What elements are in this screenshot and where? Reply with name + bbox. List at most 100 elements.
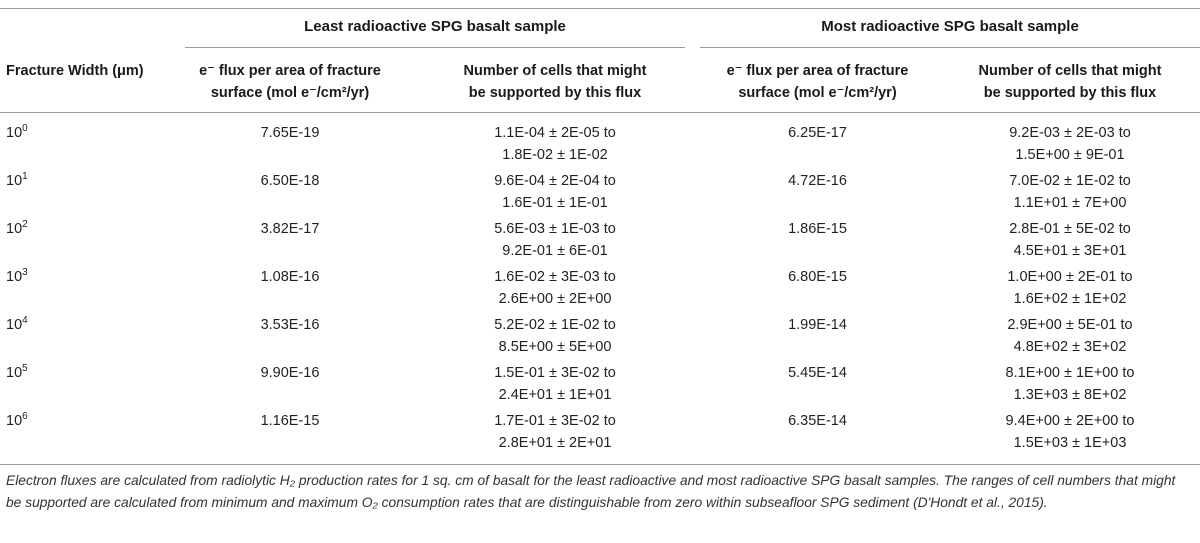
fracture-width-cell: 100 [6,122,166,144]
cells-range-line: 1.6E-01 ± 1E-01 [502,195,608,211]
power-exponent: 6 [22,411,28,423]
power-base: 10 [6,125,23,141]
cells-range-line: 2.8E-01 ± 5E-02 to [1009,221,1131,237]
table-row: 106 1.16E-15 1.7E-01 ± 3E-02 to 2.8E+01 ±… [0,410,1200,458]
most-cells-cell: 8.1E+00 ± 1E+00 to 1.3E+03 ± 8E+02 [940,362,1200,406]
table-row: 104 3.53E-16 5.2E-02 ± 1E-02 to 8.5E+00 ±… [0,314,1200,362]
column-header-line: surface (mol e⁻/cm²/yr) [738,85,897,101]
power-base: 10 [6,173,23,189]
most-flux-cell: 6.80E-15 [788,269,847,285]
column-header-line: be supported by this flux [468,85,642,101]
most-flux-cell: 6.25E-17 [788,125,847,141]
most-flux-cell: 1.86E-15 [788,221,847,237]
cells-range-line: 4.5E+01 ± 3E+01 [1013,243,1127,259]
least-flux-cell: 3.82E-17 [260,221,320,237]
column-header-line: Number of cells that might [978,63,1162,79]
table-row: 102 3.82E-17 5.6E-03 ± 1E-03 to 9.2E-01 ±… [0,218,1200,266]
most-cells-cell: 7.0E-02 ± 1E-02 to 1.1E+01 ± 7E+00 [940,170,1200,214]
cells-range-line: 1.6E+02 ± 1E+02 [1013,291,1127,307]
column-header-least-cells: Number of cells that might be supported … [425,60,685,104]
most-flux-cell: 4.72E-16 [788,173,847,189]
header-bottom-rule [0,112,1200,113]
table-footnote: Electron fluxes are calculated from radi… [6,473,1176,510]
fracture-width-cell: 104 [6,314,166,336]
table-row: 101 6.50E-18 9.6E-04 ± 2E-04 to 1.6E-01 ±… [0,170,1200,218]
power-base: 10 [6,221,23,237]
least-cells-cell: 1.5E-01 ± 3E-02 to 2.4E+01 ± 1E+01 [425,362,685,406]
least-flux-cell: 3.53E-16 [260,317,320,333]
cells-range-line: 1.1E+01 ± 7E+00 [1013,195,1127,211]
cells-range-line: 2.6E+00 ± 2E+00 [498,291,612,307]
column-header-most-cells: Number of cells that might be supported … [940,60,1200,104]
least-flux-cell: 6.50E-18 [260,173,320,189]
power-base: 10 [6,269,23,285]
power-exponent: 1 [22,171,28,183]
cells-range-line: 9.2E-03 ± 2E-03 to [1009,125,1131,141]
fracture-width-cell: 105 [6,362,166,384]
least-cells-cell: 1.1E-04 ± 2E-05 to 1.8E-02 ± 1E-02 [425,122,685,166]
most-cells-cell: 2.8E-01 ± 5E-02 to 4.5E+01 ± 3E+01 [940,218,1200,262]
cells-range-line: 1.0E+00 ± 2E-01 to [1007,269,1133,285]
least-cells-cell: 5.6E-03 ± 1E-03 to 9.2E-01 ± 6E-01 [425,218,685,262]
least-cells-cell: 1.7E-01 ± 3E-02 to 2.8E+01 ± 2E+01 [425,410,685,454]
cells-range-line: 7.0E-02 ± 1E-02 to [1009,173,1131,189]
power-exponent: 3 [22,267,28,279]
power-exponent: 0 [22,123,28,135]
cells-range-line: 8.5E+00 ± 5E+00 [498,339,612,355]
column-header-line: e⁻ flux per area of fracture [726,63,909,79]
fracture-width-cell: 103 [6,266,166,288]
cells-range-line: 9.2E-01 ± 6E-01 [502,243,608,259]
most-flux-cell: 6.35E-14 [788,413,847,429]
cells-range-line: 1.5E-01 ± 3E-02 to [494,365,616,381]
least-cells-cell: 1.6E-02 ± 3E-03 to 2.6E+00 ± 2E+00 [425,266,685,310]
most-cells-cell: 9.4E+00 ± 2E+00 to 1.5E+03 ± 1E+03 [940,410,1200,454]
table-row: 100 7.65E-19 1.1E-04 ± 2E-05 to 1.8E-02 ±… [0,122,1200,170]
power-base: 10 [6,317,23,333]
least-flux-cell: 7.65E-19 [260,125,320,141]
column-header-line: e⁻ flux per area of fracture [199,63,381,79]
most-cells-cell: 2.9E+00 ± 5E-01 to 4.8E+02 ± 3E+02 [940,314,1200,358]
fracture-width-cell: 102 [6,218,166,240]
table-row: 103 1.08E-16 1.6E-02 ± 3E-03 to 2.6E+00 ±… [0,266,1200,314]
column-header-least-flux: e⁻ flux per area of fracture surface (mo… [185,60,395,104]
table-row: 105 9.90E-16 1.5E-01 ± 3E-02 to 2.4E+01 ±… [0,362,1200,410]
cells-range-line: 1.3E+03 ± 8E+02 [1013,387,1127,403]
cells-range-line: 2.4E+01 ± 1E+01 [498,387,612,403]
column-header-fracture-width: Fracture Width (μm) [6,63,144,79]
most-flux-cell: 1.99E-14 [788,317,847,333]
cells-range-line: 9.4E+00 ± 2E+00 to [1005,413,1135,429]
cells-range-line: 1.8E-02 ± 1E-02 [502,147,608,163]
fracture-width-cell: 106 [6,410,166,432]
group-header-most: Most radioactive SPG basalt sample [821,18,1079,35]
power-exponent: 5 [22,363,28,375]
least-cells-cell: 9.6E-04 ± 2E-04 to 1.6E-01 ± 1E-01 [425,170,685,214]
column-header-line: Number of cells that might [463,63,647,79]
cells-range-line: 2.9E+00 ± 5E-01 to [1007,317,1133,333]
cells-range-line: 1.1E-04 ± 2E-05 to [494,125,616,141]
cells-range-line: 5.2E-02 ± 1E-02 to [494,317,616,333]
power-base: 10 [6,413,23,429]
power-exponent: 2 [22,219,28,231]
least-flux-cell: 1.08E-16 [260,269,320,285]
most-cells-cell: 9.2E-03 ± 2E-03 to 1.5E+00 ± 9E-01 [940,122,1200,166]
least-cells-cell: 5.2E-02 ± 1E-02 to 8.5E+00 ± 5E+00 [425,314,685,358]
power-exponent: 4 [22,315,28,327]
column-header-most-flux: e⁻ flux per area of fracture surface (mo… [700,60,935,104]
group-underline-most [700,47,1200,48]
table-bottom-rule [0,464,1200,465]
table-top-rule [0,8,1200,9]
group-header-least: Least radioactive SPG basalt sample [304,18,566,35]
power-base: 10 [6,365,23,381]
least-flux-cell: 9.90E-16 [260,365,320,381]
column-header-line: surface (mol e⁻/cm²/yr) [210,85,370,101]
cells-range-line: 8.1E+00 ± 1E+00 to [1005,365,1135,381]
column-header-line: be supported by this flux [983,85,1157,101]
cells-range-line: 9.6E-04 ± 2E-04 to [494,173,616,189]
group-underline-least [185,47,685,48]
cells-range-line: 2.8E+01 ± 2E+01 [498,435,612,451]
cells-range-line: 4.8E+02 ± 3E+02 [1013,339,1127,355]
cells-range-line: 1.5E+00 ± 9E-01 [1015,147,1125,163]
cells-range-line: 1.5E+03 ± 1E+03 [1013,435,1127,451]
cells-range-line: 1.6E-02 ± 3E-03 to [494,269,616,285]
